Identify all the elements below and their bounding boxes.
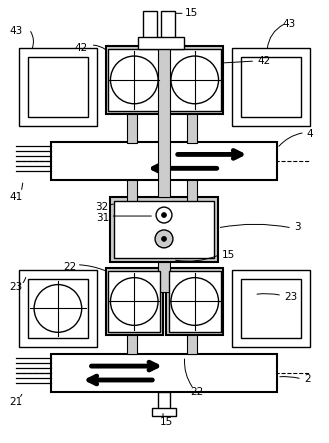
Circle shape: [162, 237, 166, 241]
Bar: [109, 271, 160, 332]
Circle shape: [111, 278, 158, 325]
Text: 3: 3: [294, 222, 300, 232]
Bar: [28, 279, 88, 338]
Bar: [106, 268, 163, 335]
Bar: [127, 180, 137, 205]
Text: 15: 15: [185, 8, 198, 18]
Text: 21: 21: [9, 397, 23, 407]
Bar: [166, 268, 223, 335]
Bar: [51, 143, 277, 180]
Text: 22: 22: [190, 387, 203, 397]
Bar: [127, 114, 137, 144]
Bar: [232, 48, 310, 126]
Text: 2: 2: [304, 374, 311, 384]
Bar: [187, 114, 197, 144]
Bar: [28, 57, 88, 117]
Bar: [158, 39, 170, 197]
Bar: [158, 262, 170, 291]
Circle shape: [155, 230, 173, 248]
Bar: [241, 279, 301, 338]
Bar: [111, 197, 217, 262]
Text: 43: 43: [282, 19, 295, 29]
Bar: [241, 57, 301, 117]
Bar: [143, 12, 157, 39]
Bar: [152, 408, 176, 416]
Circle shape: [34, 284, 82, 332]
Circle shape: [162, 213, 166, 218]
Bar: [19, 48, 97, 126]
Text: 32: 32: [96, 202, 109, 212]
Bar: [51, 354, 277, 392]
Bar: [114, 201, 214, 258]
Bar: [169, 271, 220, 332]
Bar: [138, 37, 184, 49]
Text: 23: 23: [284, 291, 297, 302]
Bar: [169, 49, 220, 111]
Text: 15: 15: [221, 250, 235, 260]
Bar: [158, 392, 170, 410]
Circle shape: [171, 278, 218, 325]
Text: 22: 22: [63, 262, 76, 272]
Bar: [158, 268, 170, 291]
Circle shape: [171, 56, 218, 104]
Text: 43: 43: [9, 26, 23, 36]
Bar: [106, 46, 163, 114]
Text: 41: 41: [9, 192, 23, 202]
Text: 42: 42: [75, 43, 88, 53]
Text: 42: 42: [257, 56, 270, 66]
Text: 31: 31: [97, 213, 110, 223]
Bar: [187, 335, 197, 354]
Circle shape: [156, 207, 172, 223]
Text: 23: 23: [9, 282, 23, 291]
Text: 15: 15: [160, 417, 173, 427]
Bar: [187, 180, 197, 205]
Bar: [19, 270, 97, 347]
Text: 4: 4: [307, 128, 314, 139]
Bar: [161, 12, 175, 39]
Bar: [166, 46, 223, 114]
Bar: [232, 270, 310, 347]
Bar: [109, 49, 160, 111]
Circle shape: [111, 56, 158, 104]
Bar: [127, 335, 137, 354]
